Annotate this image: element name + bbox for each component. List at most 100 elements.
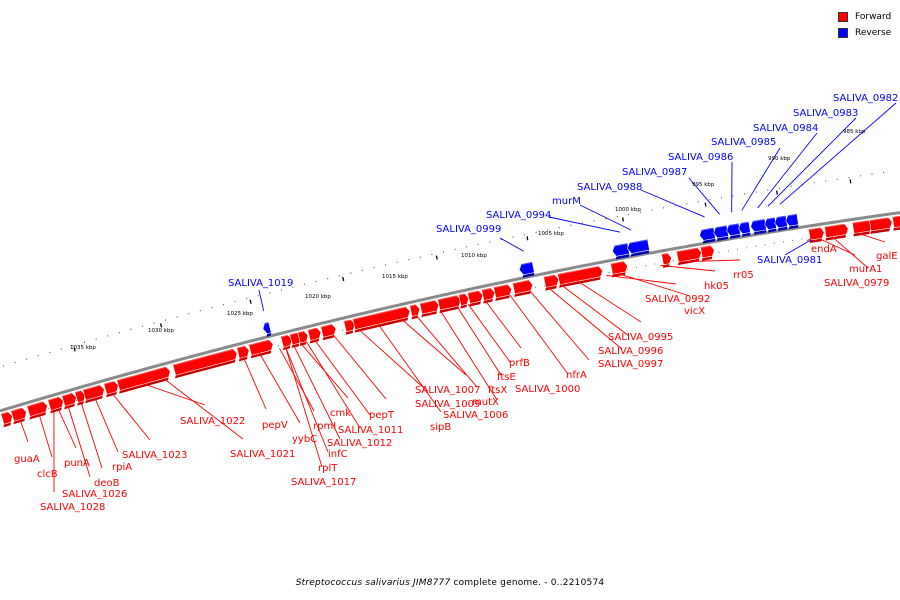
leader-line — [243, 357, 267, 410]
scale-tick — [342, 276, 345, 282]
forward-gene-block — [248, 339, 274, 359]
scale-label: 1000 kbp — [615, 207, 641, 213]
gene-label: ftsE — [497, 372, 516, 383]
scale-dot — [396, 261, 398, 263]
reverse-gene-block — [750, 218, 767, 235]
leader-line — [784, 239, 812, 256]
leader-line — [548, 216, 621, 233]
gene-label: SALIVA_1021 — [230, 449, 295, 460]
forward-gene-block — [481, 287, 496, 304]
scale-label: 985 kbp — [843, 129, 866, 135]
gene-label: rr05 — [733, 270, 754, 281]
leader-line — [284, 346, 329, 453]
leader-line — [357, 328, 426, 390]
gene-label: SALIVA_0985 — [711, 137, 776, 148]
gene-label: prfB — [509, 358, 530, 369]
gene-label: SALIVA_0983 — [793, 108, 858, 119]
scale-dot — [292, 286, 294, 288]
scale-dot — [246, 298, 248, 300]
leader-line — [680, 259, 741, 263]
gene-label: mutX — [472, 397, 499, 408]
forward-gene-block — [172, 348, 238, 379]
gene-label: SALIVA_1028 — [40, 502, 105, 513]
legend-forward-label: Forward — [855, 12, 892, 22]
reverse-gene-block — [785, 213, 799, 230]
gene-label: pepT — [369, 410, 395, 421]
scale-tick — [249, 299, 252, 304]
gene-label: guaA — [14, 454, 40, 465]
gene-label: SALIVA_1009 — [415, 399, 480, 410]
forward-gene-block — [320, 323, 337, 341]
leader-line — [560, 284, 630, 337]
scale-tick — [526, 236, 529, 241]
scale-dot — [674, 205, 676, 207]
scale-dot — [466, 246, 468, 248]
gene-label: yybC — [292, 434, 317, 445]
gene-label: SALIVA_1011 — [338, 425, 403, 436]
forward-gene-block — [116, 366, 171, 394]
leader-line — [94, 397, 119, 453]
scale-dot — [361, 269, 363, 271]
leader-line — [467, 303, 511, 363]
reverse-gene-block — [774, 215, 788, 231]
scale-dot — [188, 313, 190, 315]
scale-dot — [269, 292, 271, 294]
scale-dot — [720, 197, 723, 199]
scale-dot — [524, 234, 526, 236]
leader-line — [579, 204, 632, 231]
scale-dot — [454, 248, 456, 250]
forward-gene-block — [47, 396, 64, 414]
gene-label: SALIVA_1019 — [228, 278, 293, 289]
scale-label: 995 kbp — [692, 182, 715, 188]
scale-dot — [813, 182, 815, 184]
leader-line — [415, 315, 478, 388]
leader-line — [806, 234, 820, 241]
leader-line — [313, 339, 371, 416]
reverse-gene-block — [612, 242, 630, 260]
forward-gene-block — [437, 294, 462, 314]
forward-gene-block — [82, 384, 105, 404]
gene-label: SALIVA_0986 — [668, 152, 733, 163]
scale-dot — [153, 322, 155, 324]
leader-line — [741, 147, 781, 211]
scale-tick — [621, 217, 624, 222]
scale-dot — [315, 280, 317, 282]
scale-dots — [2, 171, 885, 367]
scale-dot — [83, 341, 86, 343]
leader-line — [688, 177, 720, 215]
scale-dot — [49, 351, 51, 353]
scale-dot — [327, 278, 329, 280]
leader-line — [284, 346, 323, 468]
gene-label: vicX — [684, 306, 705, 317]
scale-dot — [593, 220, 595, 222]
forward-gene-block — [892, 215, 900, 231]
gene-label: murA1 — [849, 264, 882, 275]
reverse-gene-block — [738, 221, 751, 237]
scale-dot — [107, 335, 109, 337]
leader-line — [439, 309, 498, 401]
scale-dot — [651, 209, 653, 211]
leader-line — [400, 318, 467, 376]
forward-gene-block — [0, 411, 13, 428]
reverse-gene-block — [764, 216, 777, 233]
leader-line — [577, 280, 642, 323]
scale-dot — [778, 187, 781, 189]
leader-line — [305, 341, 361, 429]
scale-dot — [697, 201, 699, 203]
leader-line — [57, 408, 77, 449]
leader-line — [484, 299, 522, 349]
scale-dot — [373, 267, 375, 269]
forward-gene-block — [26, 400, 48, 420]
scale-dot — [176, 316, 178, 318]
scale-dot — [489, 241, 491, 243]
scale-dot — [419, 256, 421, 258]
gene-label: sipB — [430, 422, 451, 433]
gene-label: SALIVA_0988 — [577, 182, 642, 193]
legend-reverse-label: Reverse — [855, 28, 892, 38]
leader-line — [509, 294, 569, 375]
forward-gene-block — [852, 219, 873, 237]
legend-reverse: Reverse — [838, 25, 900, 41]
scale-label: 1035 kbp — [70, 345, 96, 351]
gene-label: SALIVA_1012 — [327, 438, 392, 449]
forward-gene-block — [236, 345, 250, 362]
